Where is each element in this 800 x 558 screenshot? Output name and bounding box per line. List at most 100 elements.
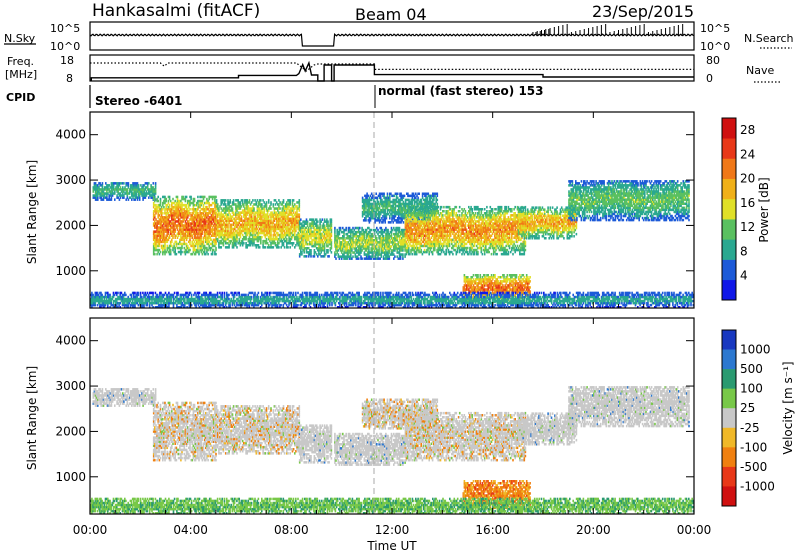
power-cell <box>437 193 439 196</box>
power-cell <box>289 199 291 202</box>
freq-unit-label: [MHz] <box>5 68 37 81</box>
power-cell <box>361 257 363 260</box>
freq-panel: Freq. [MHz] 18 8 80 0 Nave <box>5 54 782 85</box>
power-cell <box>299 213 301 216</box>
power-cell <box>259 246 261 249</box>
power-cell <box>154 253 156 256</box>
power-cell <box>322 218 324 221</box>
power-cell <box>157 196 159 199</box>
power-cell <box>186 196 188 199</box>
power-cell <box>284 246 286 249</box>
power-cell <box>404 195 406 198</box>
power-cell <box>261 203 263 206</box>
power-cell <box>217 203 219 206</box>
power-cell <box>327 220 329 223</box>
power-cell <box>270 201 272 204</box>
power-cell <box>268 199 270 202</box>
power-cell <box>437 199 439 202</box>
power-cell <box>387 193 389 196</box>
power-cell <box>207 253 209 256</box>
power-cell <box>397 193 399 196</box>
power-cell <box>266 201 268 204</box>
power-cell <box>170 249 172 252</box>
power-cell <box>189 249 191 252</box>
power-cell <box>420 249 422 252</box>
power-cell <box>249 199 251 202</box>
power-cell <box>370 229 372 232</box>
power-cell <box>418 193 420 196</box>
power-cell <box>286 238 288 241</box>
power-cell <box>169 204 171 207</box>
power-cell <box>273 203 275 206</box>
power-cell <box>402 253 404 256</box>
power-cell <box>279 207 281 210</box>
power-cell <box>153 182 155 185</box>
power-cell <box>229 199 231 202</box>
nsearch-label: N.Search <box>744 32 794 45</box>
power-cell <box>265 246 267 249</box>
power-cell <box>260 199 262 202</box>
cpid-panel: CPID Stereo -6401 normal (fast stereo) 1… <box>6 84 544 108</box>
nsky-label: N.Sky <box>4 32 36 45</box>
power-cell <box>190 196 192 199</box>
power-cell <box>387 229 389 232</box>
power-cell <box>283 199 285 202</box>
power-cell <box>204 196 206 199</box>
power-cell <box>236 246 238 249</box>
power-cell <box>225 199 227 202</box>
power-cell <box>114 198 116 201</box>
power-cell <box>160 198 162 201</box>
power-cell <box>154 196 156 199</box>
power-cell <box>411 253 413 256</box>
noise-tick-bottom-right: 10^0 <box>700 40 730 53</box>
power-cell <box>165 198 167 201</box>
power-cell <box>252 199 254 202</box>
power-cell <box>352 255 354 258</box>
nave-label: Nave <box>746 64 774 77</box>
freq-tick-bottom: 8 <box>66 72 73 85</box>
noise-panel: N.Sky 10^5 10^0 10^5 10^0 N.Search <box>4 22 794 53</box>
power-cell <box>331 251 333 254</box>
freq-label: Freq. <box>7 55 34 68</box>
power-cell <box>399 227 401 230</box>
power-cell <box>253 207 255 210</box>
power-cell <box>289 246 291 249</box>
power-cell <box>160 251 162 254</box>
power-cell <box>102 182 104 185</box>
beam-title: Beam 04 <box>355 5 427 24</box>
power-cell <box>177 196 179 199</box>
station-title: Hankasalmi (fitACF) <box>92 1 260 21</box>
power-cell <box>345 227 347 230</box>
power-cell <box>194 198 196 201</box>
power-cell <box>287 246 289 249</box>
power-cell <box>215 247 217 250</box>
power-cell <box>335 257 337 260</box>
power-cell <box>376 237 378 240</box>
power-cell <box>261 236 263 239</box>
power-cell <box>169 196 171 199</box>
noise-tick-top-left: 10^5 <box>50 22 80 35</box>
power-cell <box>215 253 217 256</box>
power-cell <box>417 197 419 200</box>
power-cell <box>220 246 222 249</box>
power-cell <box>331 239 333 242</box>
power-cell <box>197 196 199 199</box>
power-cell <box>383 193 385 196</box>
power-cell <box>138 184 140 187</box>
power-cell <box>148 182 150 185</box>
power-cell <box>359 227 361 230</box>
power-cell <box>242 199 244 202</box>
nave-tick-bottom: 0 <box>706 72 713 85</box>
power-cell <box>404 253 406 256</box>
power-cell <box>331 218 333 221</box>
power-cell <box>307 220 309 223</box>
power-cell <box>243 242 245 245</box>
date-title: 23/Sep/2015 <box>592 2 694 21</box>
power-cell <box>340 227 342 230</box>
power-cell <box>409 206 411 209</box>
cpid-mode-stereo: Stereo -6401 <box>95 94 182 108</box>
power-cell <box>334 227 336 230</box>
power-cell <box>155 182 157 185</box>
noise-tick-bottom-left: 10^0 <box>50 40 80 53</box>
